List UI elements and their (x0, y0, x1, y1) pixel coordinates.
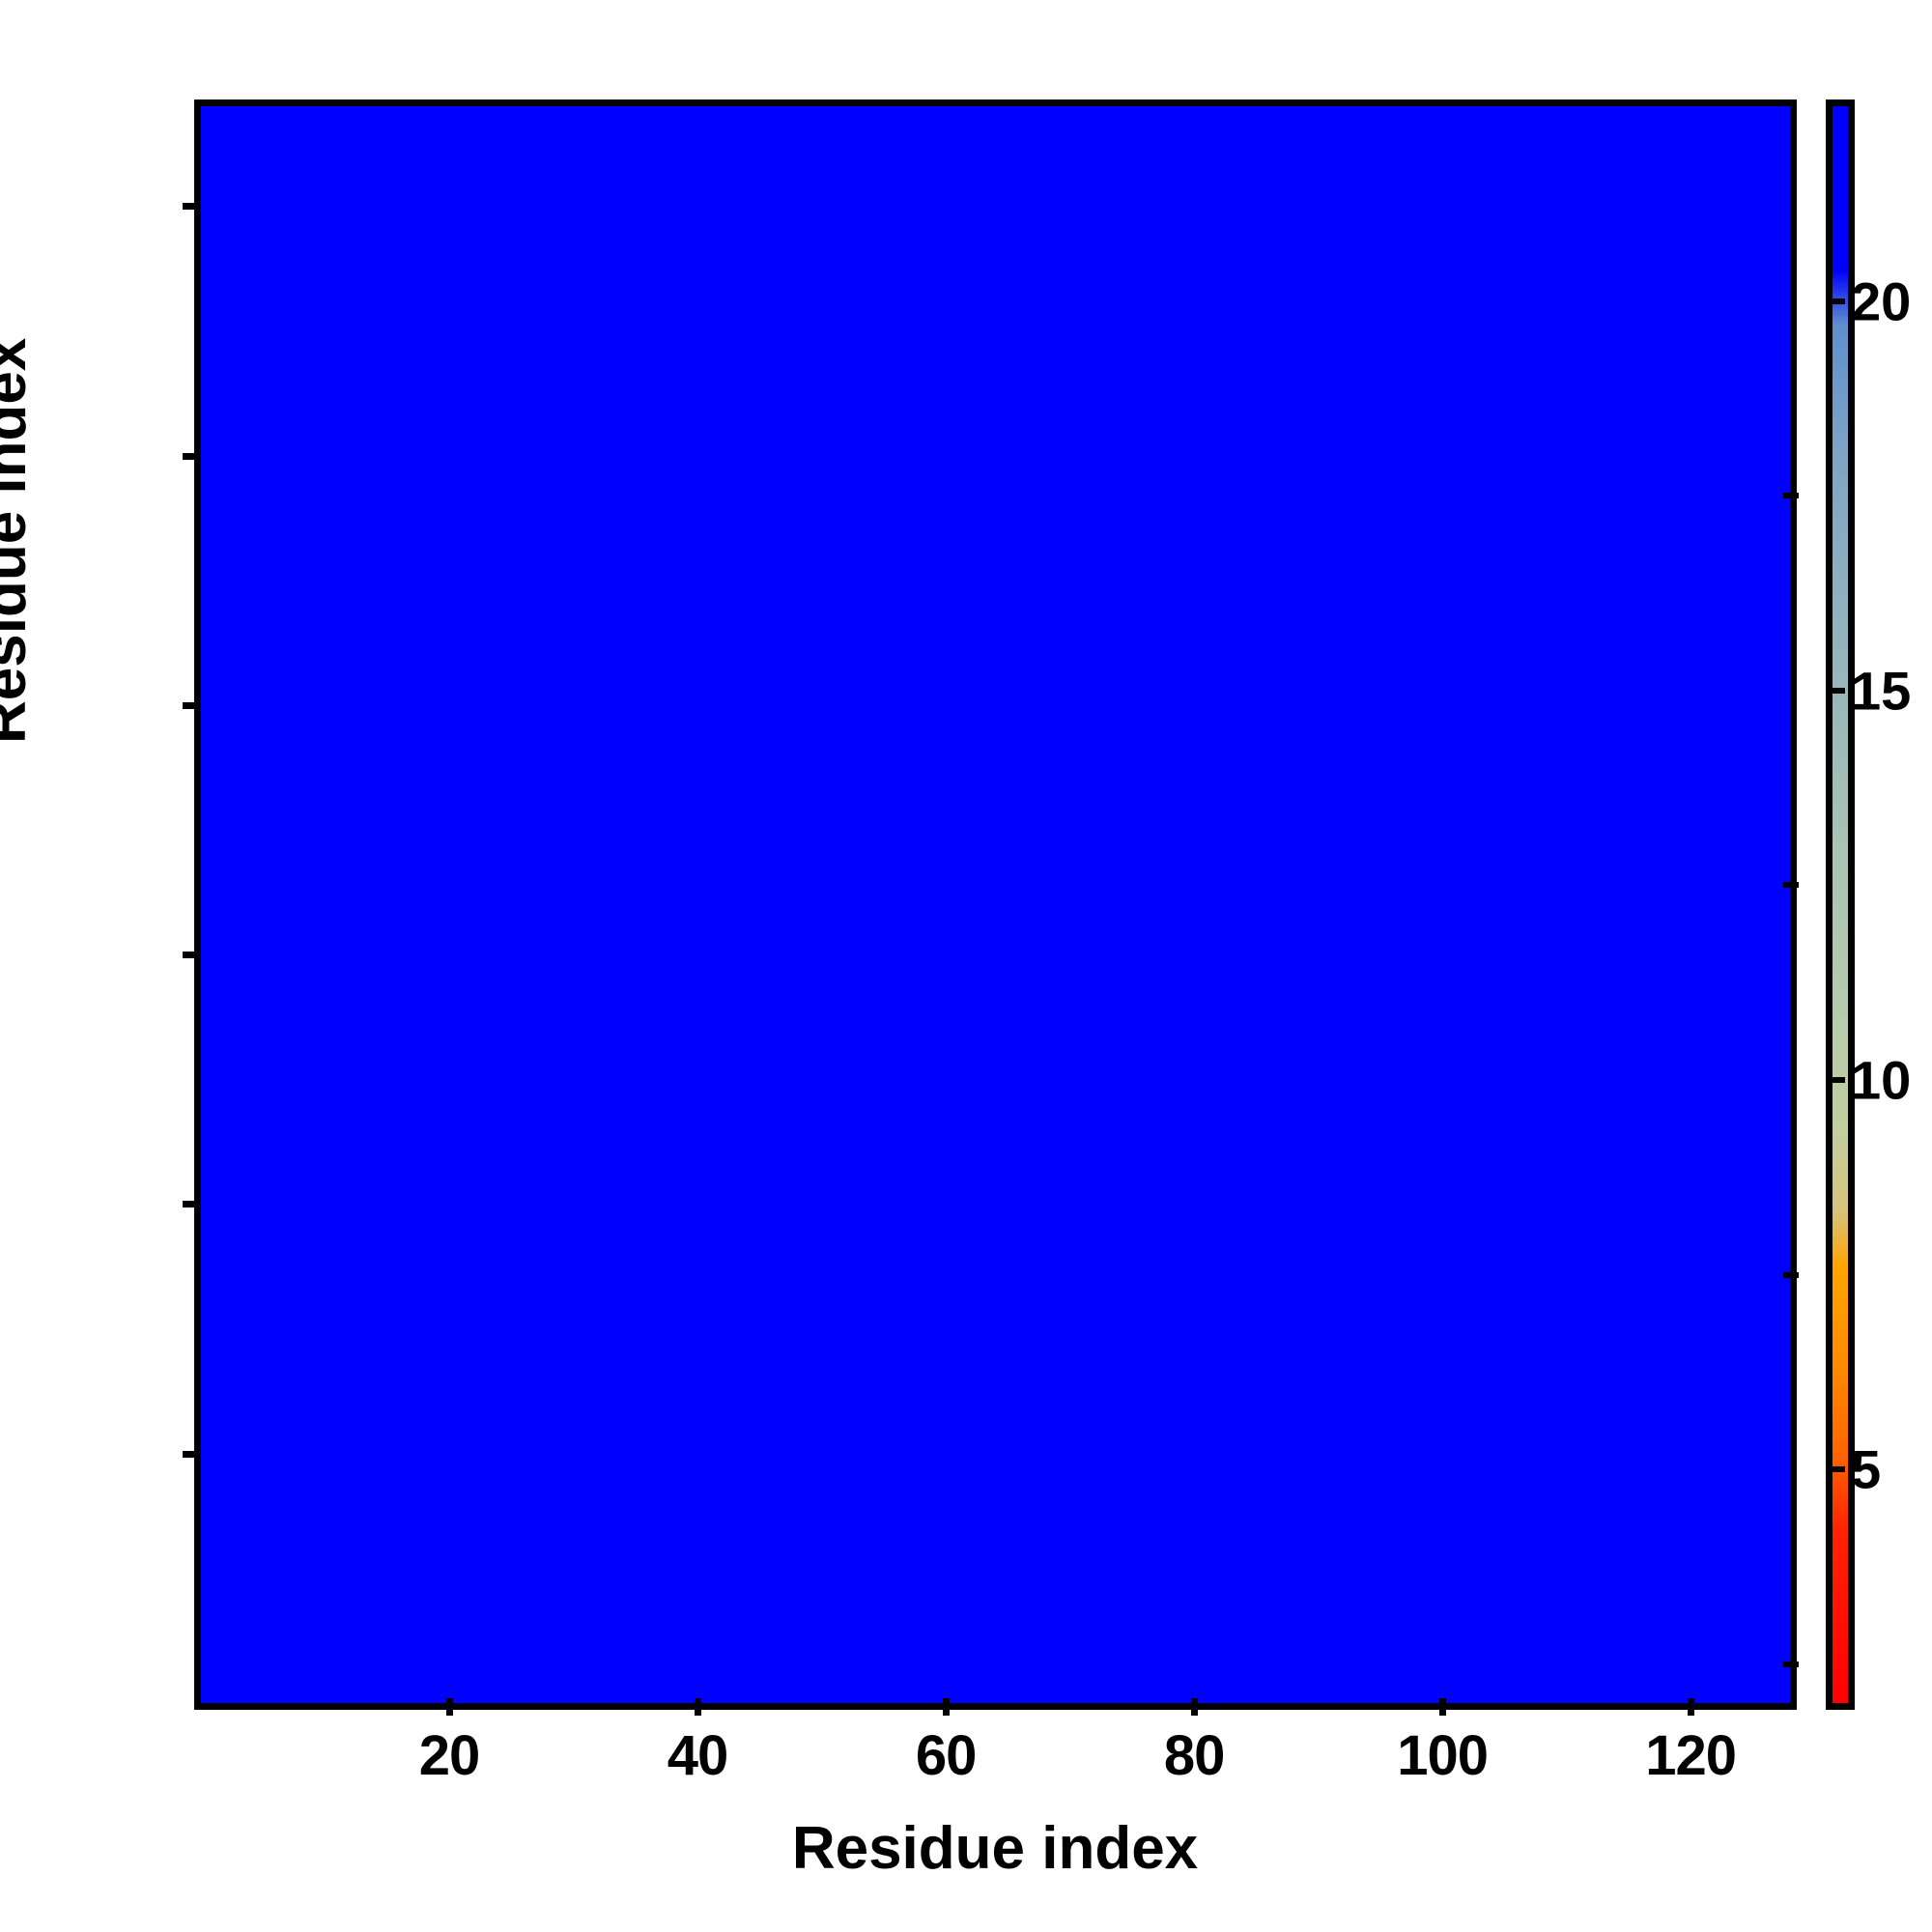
x-tick-label: 40 (667, 1724, 729, 1787)
x-tick-mark (1439, 1698, 1447, 1716)
y-tick-mark (183, 452, 200, 460)
y-tick-mark (183, 701, 200, 709)
x-tick-mark (695, 1698, 702, 1716)
x-tick-label: 20 (418, 1724, 481, 1787)
x-tick-label: 60 (915, 1724, 978, 1787)
colorbar-tick-label: 5 (1851, 1438, 1882, 1500)
plot-right-minor-tick (1783, 493, 1799, 499)
plot-right-minor-tick (1783, 1661, 1799, 1667)
plot-right-minor-tick (1783, 1271, 1799, 1278)
plot-right-minor-tick (1783, 882, 1799, 889)
colorbar-tick-label: 10 (1851, 1049, 1912, 1111)
y-tick-mark (183, 1201, 200, 1208)
x-tick-label: 120 (1645, 1724, 1737, 1787)
x-tick-label: 100 (1397, 1724, 1489, 1787)
y-tick-mark (183, 1450, 200, 1458)
x-tick-mark (1688, 1698, 1695, 1716)
y-axis-title: Residue index (0, 337, 39, 744)
colorbar-tick-mark (1830, 298, 1845, 304)
colorbar-tick-mark (1830, 1466, 1845, 1473)
colorbar-gradient (1833, 106, 1848, 1703)
colorbar-tick-mark (1830, 687, 1845, 694)
x-axis-title: Residue index (791, 1815, 1199, 1882)
colorbar-tick-label: 20 (1851, 270, 1912, 332)
y-tick-mark (183, 952, 200, 959)
colorbar-tick-mark (1830, 1076, 1845, 1083)
colorbar-tick-label: 15 (1851, 660, 1912, 722)
x-tick-mark (1191, 1698, 1199, 1716)
y-tick-mark (183, 203, 200, 211)
x-tick-label: 80 (1163, 1724, 1226, 1787)
colorbar (1826, 99, 1855, 1710)
contact-map-heatmap (201, 106, 1790, 1703)
x-tick-mark (446, 1698, 454, 1716)
contact-map-plot (194, 99, 1797, 1710)
x-tick-mark (943, 1698, 951, 1716)
